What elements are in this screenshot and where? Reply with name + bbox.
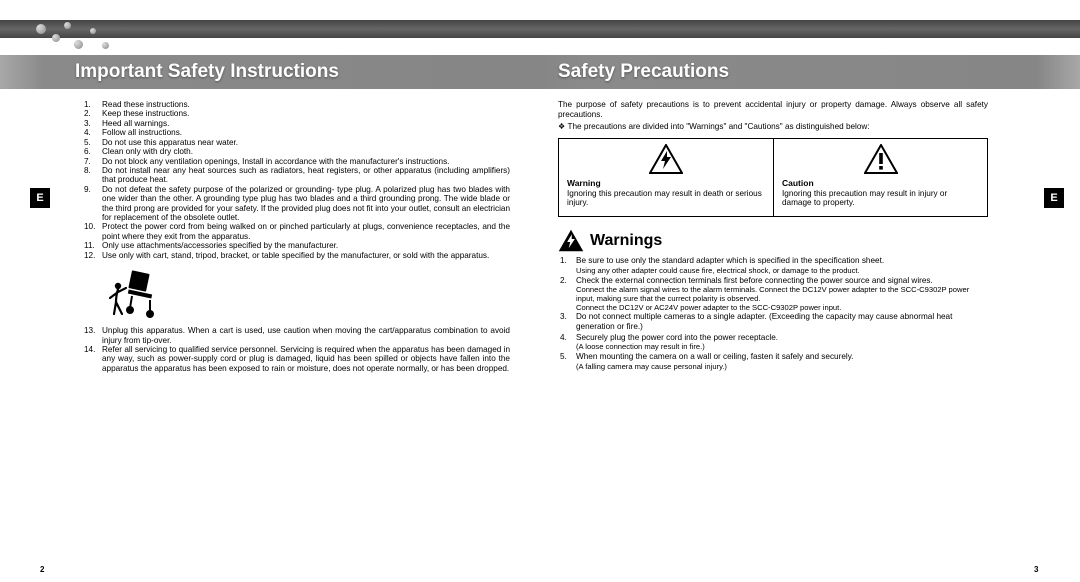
list-item-number: 14. [80,345,102,373]
right-page-heading: Safety Precautions [558,61,729,83]
list-item: 4.Follow all instructions. [80,128,510,137]
list-item: 6.Clean only with dry cloth. [80,147,510,156]
list-item-number: 1. [80,100,102,109]
list-item-text: Protect the power cord from being walked… [102,222,510,241]
list-item-number: 8. [80,166,102,185]
list-item-number: 11. [80,241,102,250]
list-item-number: 10. [80,222,102,241]
top-decor-strip [0,20,1080,38]
left-page-heading: Important Safety Instructions [75,61,339,83]
precautions-bullet: ❖ The precautions are divided into "Warn… [558,122,988,132]
title-band: Important Safety Instructions Safety Pre… [0,55,1080,89]
list-item-number: 5. [80,138,102,147]
list-item: 8.Do not install near any heat sources s… [80,166,510,185]
list-item-number: 2. [558,276,576,286]
caution-exclaim-icon [864,144,898,174]
warnings-heading: Warnings [558,229,988,252]
left-column: 1.Read these instructions.2.Keep these i… [80,100,510,373]
list-item: 7.Do not block any ventilation openings,… [80,157,510,166]
list-item: 13.Unplug this apparatus. When a cart is… [80,326,510,345]
right-column: The purpose of safety precautions is to … [558,100,988,372]
list-item-text: Check the external connection terminals … [576,276,988,286]
list-item-text: Do not use this apparatus near water. [102,138,510,147]
list-item: 1.Read these instructions. [80,100,510,109]
list-item: 1.Be sure to use only the standard adapt… [558,256,988,266]
list-item-subtext: (A loose connection may result in fire.) [558,343,988,352]
list-item: 3.Heed all warnings. [80,119,510,128]
list-item-subtext: Connect the DC12V or AC24V power adapter… [558,304,988,313]
list-item: 2.Check the external connection terminal… [558,276,988,286]
precautions-intro: The purpose of safety precautions is to … [558,100,988,120]
safety-instructions-list: 1.Read these instructions.2.Keep these i… [80,100,510,373]
edge-tab-left: E [30,188,50,208]
droplet-decor [30,20,150,60]
warnings-title-text: Warnings [590,232,662,250]
list-item: 12.Use only with cart, stand, tripod, br… [80,251,510,260]
list-item-text: Heed all warnings. [102,119,510,128]
list-item-text: When mounting the camera on a wall or ce… [576,352,988,362]
list-item-text: Securely plug the power cord into the po… [576,333,988,343]
list-item: 14.Refer all servicing to qualified serv… [80,345,510,373]
list-item-text: Use only with cart, stand, tripod, brack… [102,251,510,260]
list-item-text: Be sure to use only the standard adapter… [576,256,988,266]
list-item-number: 2. [80,109,102,118]
list-item: 10.Protect the power cord from being wal… [80,222,510,241]
list-item-text: Do not block any ventilation openings, I… [102,157,510,166]
list-item-text: Clean only with dry cloth. [102,147,510,156]
list-item: 4.Securely plug the power cord into the … [558,333,988,343]
list-item: 5.When mounting the camera on a wall or … [558,352,988,362]
list-item-text: Only use attachments/accessories specifi… [102,241,510,250]
page-number-left: 2 [40,565,44,574]
list-item-subtext: (A falling camera may cause personal inj… [558,363,988,372]
list-item-number: 5. [558,352,576,362]
list-item: 9.Do not defeat the safety purpose of th… [80,185,510,223]
list-item: 5.Do not use this apparatus near water. [80,138,510,147]
warning-caution-box: Warning Ignoring this precaution may res… [558,138,988,218]
caution-desc: Ignoring this precaution may result in i… [782,189,979,209]
list-item-subtext: Connect the alarm signal wires to the al… [558,286,988,303]
list-item: 11.Only use attachments/accessories spec… [80,241,510,250]
list-item-text: Follow all instructions. [102,128,510,137]
list-item-number: 4. [80,128,102,137]
edge-tab-right: E [1044,188,1064,208]
list-item-number: 1. [558,256,576,266]
list-item-text: Do not install near any heat sources suc… [102,166,510,185]
warning-bolt-icon [649,144,683,174]
warnings-heading-icon [558,229,584,252]
warning-cell: Warning Ignoring this precaution may res… [559,139,773,217]
list-item-number: 3. [80,119,102,128]
list-item-number: 4. [558,333,576,343]
list-item-text: Unplug this apparatus. When a cart is us… [102,326,510,345]
page-number-right: 3 [1034,565,1038,574]
caution-label: Caution [782,178,979,188]
list-item-number: 13. [80,326,102,345]
warning-label: Warning [567,178,765,188]
list-item-text: Keep these instructions. [102,109,510,118]
list-item-number: 6. [80,147,102,156]
list-item: 2.Keep these instructions. [80,109,510,118]
cart-tipover-icon [106,268,166,320]
warnings-list: 1.Be sure to use only the standard adapt… [558,256,988,371]
caution-cell: Caution Ignoring this precaution may res… [773,139,987,217]
list-item: 3.Do not connect multiple cameras to a s… [558,312,988,331]
list-item-text: Do not connect multiple cameras to a sin… [576,312,988,331]
list-item-text: Refer all servicing to qualified service… [102,345,510,373]
list-item-number: 12. [80,251,102,260]
list-item-number: 7. [80,157,102,166]
list-item-subtext: Using any other adapter could cause fire… [558,267,988,276]
warning-desc: Ignoring this precaution may result in d… [567,189,765,209]
list-item-number: 3. [558,312,576,331]
list-item-text: Do not defeat the safety purpose of the … [102,185,510,223]
list-item-number: 9. [80,185,102,223]
list-item-text: Read these instructions. [102,100,510,109]
